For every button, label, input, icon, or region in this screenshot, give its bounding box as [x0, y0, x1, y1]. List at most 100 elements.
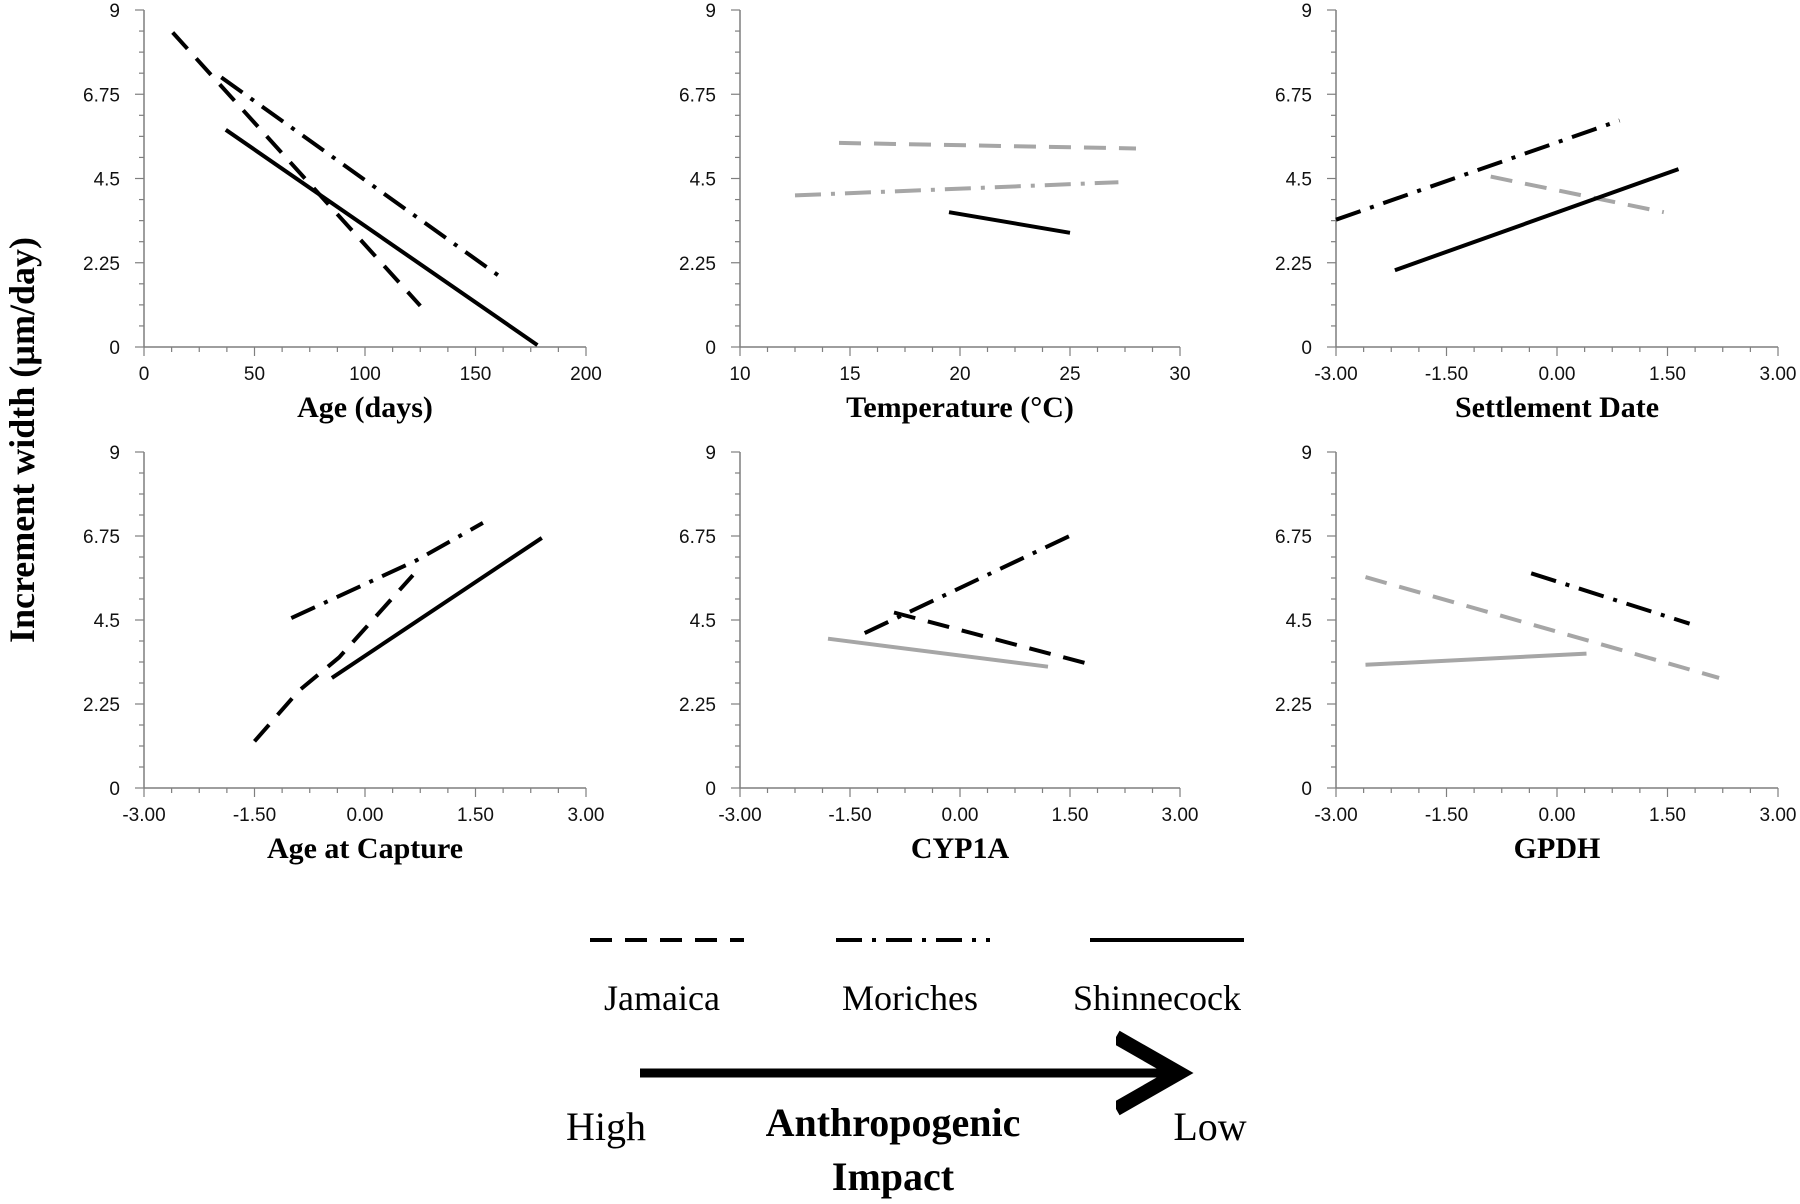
x-tick-label: -1.50: [828, 805, 871, 826]
y-tick-label: 9: [1301, 1, 1312, 22]
series-line-jamaica: [838, 140, 1137, 151]
y-tick-label: 9: [1301, 443, 1312, 464]
x-tick-label: -1.50: [1425, 805, 1468, 826]
panel-age-at-capture: 0 2.25 4.5 6.75 9 -3.00 -1.50 0.00 1.50 3.00 Age a…: [83, 443, 604, 865]
x-tick-label: 3.00: [1162, 805, 1199, 826]
impact-title-line-2: Impact: [832, 1154, 955, 1199]
x-tick-label: 0.00: [1539, 364, 1576, 385]
x-tick-label: 150: [460, 364, 492, 385]
x-tick-label: 0.00: [347, 805, 384, 826]
y-tick-label: 6.75: [679, 85, 716, 106]
impact-title-line-1: Anthropogenic: [766, 1100, 1021, 1145]
legend-label-jamaica: Jamaica: [604, 978, 720, 1018]
x-tick-label: 1.50: [1052, 805, 1089, 826]
x-tick-label: 1.50: [1649, 805, 1686, 826]
panel-gpdh: 0 2.25 4.5 6.75 9 -3.00 -1.50 0.00 1.50 3.00 GPDH: [1275, 443, 1796, 865]
y-tick-label: 2.25: [1275, 695, 1312, 716]
x-tick-label: 20: [949, 364, 970, 385]
series-line-moriches: [1335, 118, 1621, 222]
x-tick-label: 50: [244, 364, 265, 385]
series-line-shinnecock: [1365, 651, 1587, 667]
series-line-jamaica: [1364, 575, 1720, 680]
x-tick-label: -1.50: [1425, 364, 1468, 385]
y-tick-label: 4.5: [1286, 611, 1312, 632]
x-axis-label: GPDH: [1514, 832, 1601, 865]
x-axis-label: CYP1A: [911, 832, 1010, 865]
panel-settlement-date: 0 2.25 4.5 6.75 9 -3.00 -1.50 0.00 1.50 3.00 Settl…: [1275, 1, 1796, 424]
y-tick-label: 0: [705, 779, 716, 800]
x-tick-label: 30: [1169, 364, 1190, 385]
series-line-jamaica: [252, 573, 415, 743]
x-tick-label: 0.00: [1539, 805, 1576, 826]
series-line-moriches: [863, 530, 1079, 635]
y-tick-label: 0: [705, 338, 716, 359]
y-tick-label: 6.75: [83, 527, 120, 548]
y-tick-label: 9: [705, 443, 716, 464]
series-line-jamaica: [171, 31, 422, 308]
y-tick-label: 0: [1301, 779, 1312, 800]
y-tick-label: 6.75: [1275, 85, 1312, 106]
x-tick-label: 100: [349, 364, 381, 385]
series-line-shinnecock: [827, 636, 1049, 669]
series-line-shinnecock: [948, 210, 1071, 235]
y-axis-label: Increment width (µm/day): [2, 237, 42, 643]
x-tick-label: -1.50: [233, 805, 276, 826]
x-tick-label: 15: [839, 364, 860, 385]
series-line-shinnecock: [330, 536, 543, 680]
series-line-jamaica: [893, 610, 1086, 665]
legend-label-moriches: Moriches: [842, 978, 978, 1018]
y-tick-label: 2.25: [679, 254, 716, 275]
y-tick-label: 2.25: [1275, 254, 1312, 275]
x-tick-label: 25: [1059, 364, 1080, 385]
y-tick-label: 9: [109, 443, 120, 464]
y-tick-label: 0: [1301, 338, 1312, 359]
panel-cyp1a: 0 2.25 4.5 6.75 9 -3.00 -1.50 0.00 1.50 3.00 CYP1A: [679, 443, 1198, 865]
x-axis-label: Settlement Date: [1455, 391, 1659, 424]
series-line-jamaica: [1490, 174, 1665, 215]
series-line-shinnecock: [1394, 167, 1680, 273]
series-line-shinnecock: [224, 128, 539, 347]
y-tick-label: 6.75: [1275, 527, 1312, 548]
x-tick-label: -3.00: [1314, 364, 1357, 385]
x-tick-label: 3.00: [1760, 364, 1797, 385]
y-tick-label: 0: [109, 779, 120, 800]
y-tick-label: 2.25: [83, 695, 120, 716]
y-tick-label: 4.5: [690, 170, 716, 191]
y-tick-label: 9: [705, 1, 716, 22]
x-tick-label: 3.00: [568, 805, 605, 826]
series-line-moriches: [220, 75, 506, 282]
x-tick-label: -3.00: [718, 805, 761, 826]
y-tick-label: 9: [109, 1, 120, 22]
impact-low-label: Low: [1173, 1104, 1246, 1149]
x-tick-label: 0: [139, 364, 150, 385]
y-tick-label: 6.75: [83, 85, 120, 106]
x-tick-label: 0.00: [942, 805, 979, 826]
x-tick-label: 10: [729, 364, 750, 385]
y-tick-label: 4.5: [94, 170, 120, 191]
x-tick-label: -3.00: [1314, 805, 1357, 826]
legend-label-shinnecock: Shinnecock: [1073, 978, 1241, 1018]
x-axis-label: Age at Capture: [267, 832, 463, 865]
y-tick-label: 4.5: [690, 611, 716, 632]
x-tick-label: 200: [570, 364, 602, 385]
y-tick-label: 6.75: [679, 527, 716, 548]
panel-age-days: 0 2.25 4.5 6.75 9 0 50 100 150 200 Age (days): [83, 1, 602, 424]
x-tick-label: -3.00: [122, 805, 165, 826]
panel-temperature-c: 0 2.25 4.5 6.75 9 10 15 20 25 30 Temperature (°C): [679, 1, 1191, 424]
series-line-moriches: [1530, 571, 1691, 626]
y-tick-label: 2.25: [83, 254, 120, 275]
x-tick-label: 3.00: [1760, 805, 1797, 826]
legend: Jamaica Moriches Shinnecock High Anthrop…: [566, 938, 1247, 1199]
x-tick-label: 1.50: [1649, 364, 1686, 385]
y-tick-label: 4.5: [1286, 170, 1312, 191]
impact-high-label: High: [566, 1104, 646, 1149]
x-axis-label: Temperature (°C): [846, 391, 1074, 424]
y-tick-label: 0: [109, 338, 120, 359]
series-line-moriches: [794, 180, 1119, 198]
x-axis-label: Age (days): [297, 391, 433, 424]
x-tick-label: 1.50: [457, 805, 494, 826]
y-tick-label: 2.25: [679, 695, 716, 716]
y-tick-label: 4.5: [94, 611, 120, 632]
